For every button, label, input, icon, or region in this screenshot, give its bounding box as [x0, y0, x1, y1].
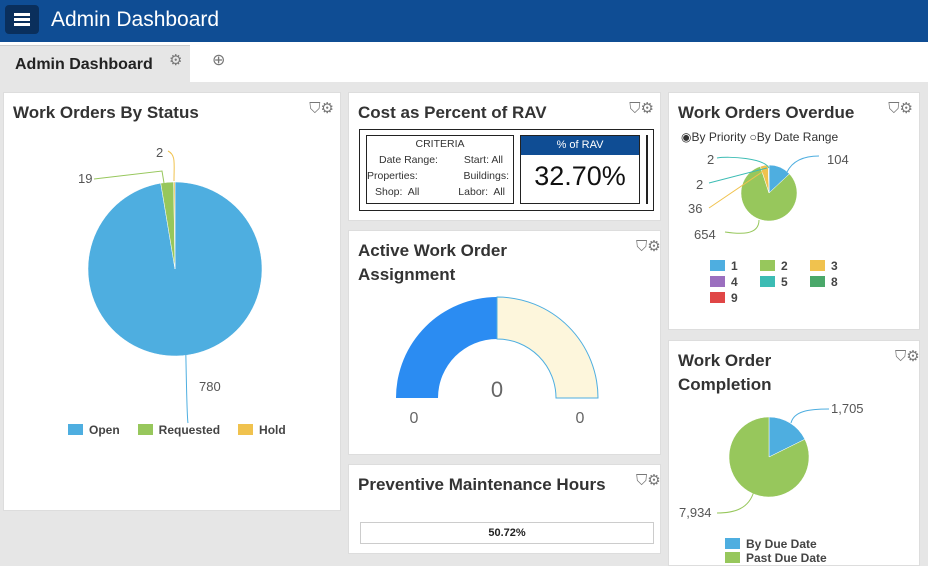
- widget-active-assignment: Active Work Order Assignment ⛉⚙ 0 0 0: [348, 230, 661, 455]
- widget-cost-rav: Cost as Percent of RAV ⛉⚙ CRITERIA Date …: [348, 92, 661, 221]
- widget-title: Preventive Maintenance Hours: [358, 475, 606, 494]
- overdue-pie-chart: 104 654 36 2 2: [688, 152, 849, 242]
- criteria-box: CRITERIA Date Range: Start: All Properti…: [366, 135, 514, 204]
- pie-slice[interactable]: [728, 416, 810, 498]
- data-label: 19: [78, 171, 92, 186]
- widget-work-orders-overdue: Work Orders Overdue ⛉⚙ ◉By Priority ○By …: [668, 92, 920, 330]
- app-title: Admin Dashboard: [51, 8, 220, 31]
- filter-icon[interactable]: ⛉: [629, 100, 641, 117]
- gear-icon[interactable]: ⚙: [647, 472, 661, 489]
- filter-icon[interactable]: ⛉: [636, 472, 648, 489]
- legend-item: Open: [68, 423, 120, 437]
- legend: By Due Date Past Due Date: [725, 537, 827, 565]
- widget-title: Work Orders Overdue: [678, 103, 855, 122]
- data-label: 2: [696, 177, 703, 192]
- filter-icon[interactable]: ⛉: [636, 238, 648, 255]
- progress-bar: 50.72%: [360, 522, 654, 544]
- status-pie-chart: 780 19 2: [78, 145, 263, 424]
- gauge-fill: [396, 297, 497, 398]
- pie-slice[interactable]: [740, 166, 798, 222]
- gear-icon[interactable]: ⚙: [169, 52, 183, 69]
- legend-item: 2: [760, 259, 810, 273]
- data-label: 2: [707, 152, 714, 167]
- legend-item: By Due Date: [725, 537, 827, 551]
- gear-icon[interactable]: ⚙: [899, 100, 913, 117]
- legend-item: 3: [810, 259, 860, 273]
- data-label: 104: [827, 152, 849, 167]
- gauge-min: 0: [410, 410, 419, 427]
- data-label: 1,705: [831, 401, 864, 416]
- legend-item: 4: [710, 275, 760, 289]
- filter-icon[interactable]: ⛉: [895, 348, 907, 365]
- radio-by-date-range[interactable]: ○By Date Range: [749, 130, 839, 144]
- top-bar: Admin Dashboard: [0, 0, 928, 42]
- legend-item: Hold: [238, 423, 286, 437]
- pie-slice[interactable]: [173, 181, 176, 270]
- data-label: 2: [156, 145, 163, 160]
- data-label: 7,934: [679, 505, 712, 520]
- widget-title: Active Work Order Assignment: [358, 241, 507, 284]
- completion-pie-chart: 1,705 7,934: [679, 401, 864, 520]
- legend-item: 1: [710, 259, 760, 273]
- widget-pm-hours: Preventive Maintenance Hours ⛉⚙ 50.72%: [348, 464, 661, 554]
- data-label: 654: [694, 227, 716, 242]
- widget-title: Cost as Percent of RAV: [358, 103, 547, 122]
- legend: Open Requested Hold: [68, 423, 286, 437]
- widget-work-order-completion: Work Order Completion ⛉⚙ 1,705 7,934 By …: [668, 340, 920, 566]
- legend-item: 5: [760, 275, 810, 289]
- gear-icon[interactable]: ⚙: [647, 238, 661, 255]
- gauge-value: 0: [491, 377, 503, 402]
- gear-icon[interactable]: ⚙: [320, 100, 334, 117]
- legend-item: 9: [710, 291, 760, 305]
- gauge-chart: 0 0 0: [396, 296, 599, 427]
- legend-item: 8: [810, 275, 860, 289]
- kpi-box: % of RAV 32.70%: [520, 135, 640, 204]
- add-widget-icon[interactable]: ⊕: [212, 52, 226, 69]
- hamburger-icon[interactable]: [5, 5, 39, 34]
- gear-icon[interactable]: ⚙: [640, 100, 654, 117]
- tab-label: Admin Dashboard: [15, 56, 153, 73]
- widget-work-orders-by-status: Work Orders By Status ⛉⚙ 780 19 2 Open R…: [3, 92, 341, 511]
- data-label: 780: [199, 379, 221, 394]
- data-label: 36: [688, 201, 702, 216]
- radio-by-priority[interactable]: ◉By Priority: [681, 130, 747, 144]
- legend-item: Requested: [137, 423, 220, 437]
- gauge-remaining: [496, 296, 599, 399]
- filter-icon[interactable]: ⛉: [309, 100, 321, 117]
- filter-icon[interactable]: ⛉: [888, 100, 900, 117]
- widget-title: Work Order Completion: [678, 351, 772, 394]
- gear-icon[interactable]: ⚙: [906, 348, 920, 365]
- tab-admin-dashboard[interactable]: Admin Dashboard ⚙: [0, 45, 190, 82]
- pie-slice[interactable]: [768, 416, 806, 458]
- widget-title: Work Orders By Status: [13, 103, 199, 122]
- legend-item: Past Due Date: [725, 551, 827, 565]
- tab-bar: Admin Dashboard ⚙ ⊕: [0, 42, 928, 82]
- gauge-max: 0: [576, 410, 585, 427]
